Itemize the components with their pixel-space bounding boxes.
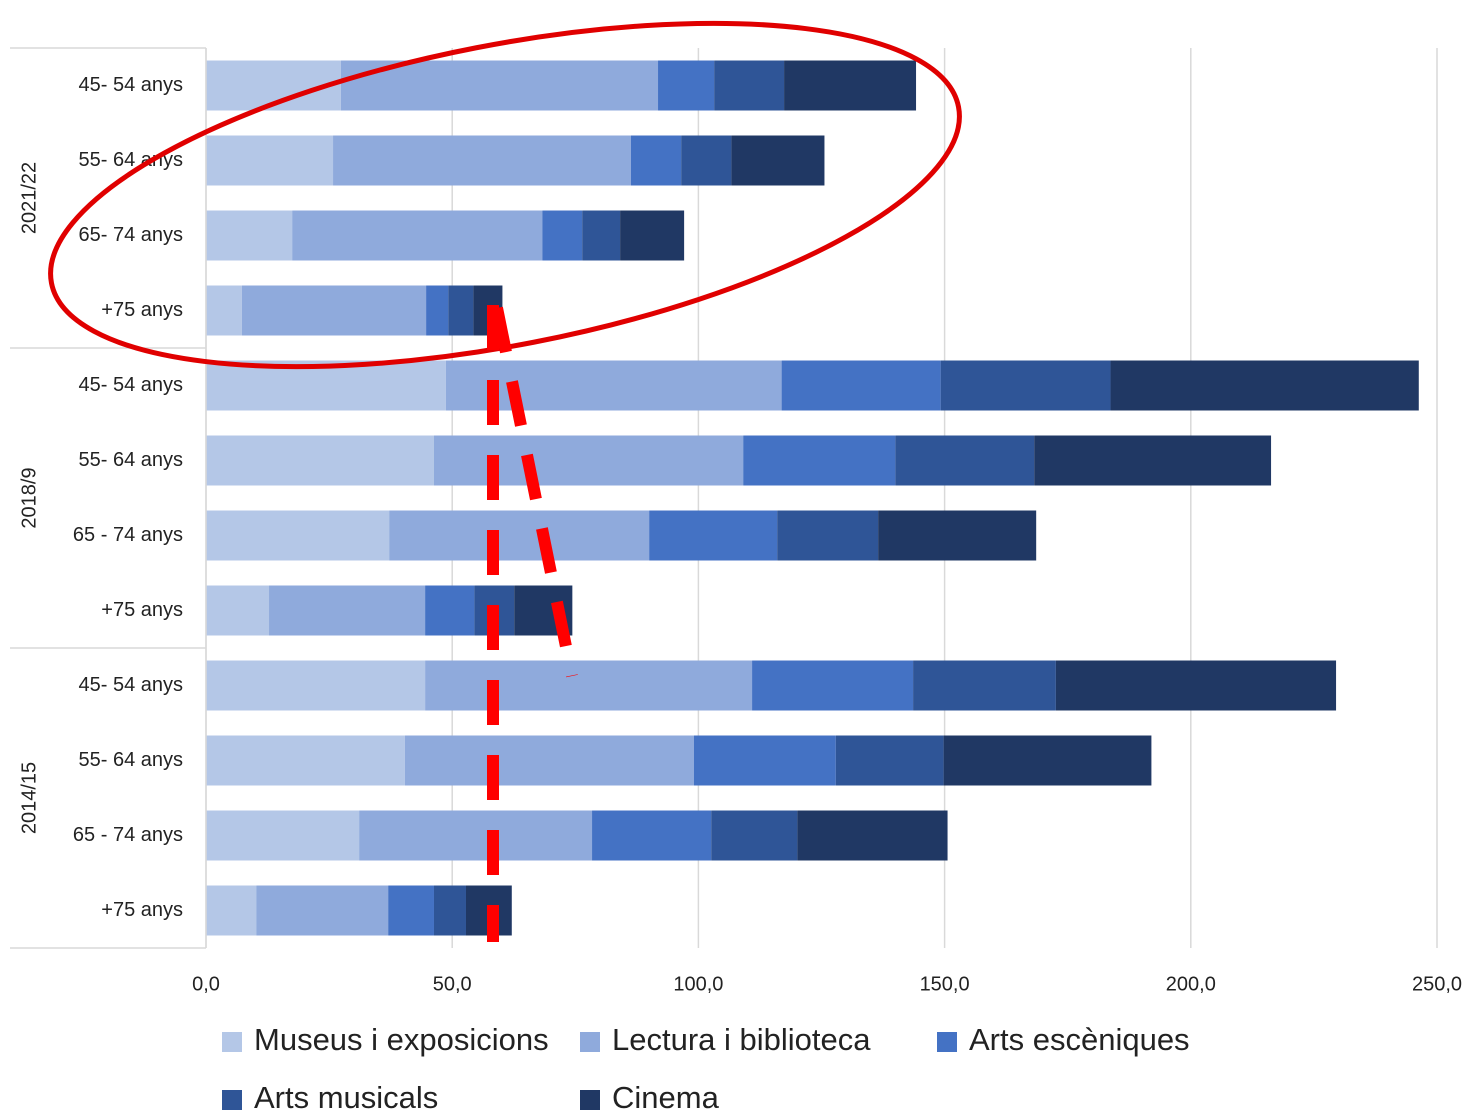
- x-tick-label: 150,0: [920, 973, 970, 995]
- bar-segment: [781, 360, 941, 411]
- y-tick-label: 45- 54 anys: [78, 374, 183, 396]
- bar-segment: [797, 810, 948, 861]
- bar-segment: [1110, 360, 1419, 411]
- y-tick-label: 55- 64 anys: [78, 449, 183, 471]
- bar-segment: [913, 660, 1056, 711]
- annotation: [48, 20, 962, 942]
- bar-segment: [433, 435, 744, 486]
- bar-segment: [714, 60, 785, 111]
- bar-segment: [389, 510, 650, 561]
- bar-segment: [269, 585, 426, 636]
- bar-segment: [206, 435, 434, 486]
- y-tick-label: 65 - 74 anys: [73, 824, 183, 846]
- legend-label: Lectura i biblioteca: [612, 1022, 871, 1057]
- bar-segment: [620, 210, 685, 261]
- bar-segment: [256, 885, 389, 936]
- bar-segment: [206, 885, 257, 936]
- bar-segment: [649, 510, 778, 561]
- group-label: 2014/15: [18, 762, 40, 834]
- x-tick-label: 50,0: [433, 973, 472, 995]
- bar-segment: [206, 360, 446, 411]
- x-tick-label: 100,0: [673, 973, 723, 995]
- bar-segment: [592, 810, 712, 861]
- bar-segment: [693, 735, 836, 786]
- y-tick-label: 45- 54 anys: [78, 74, 183, 96]
- bar-segment: [206, 210, 293, 261]
- legend: Museus i exposicions Lectura i biblioteca…: [222, 1022, 1190, 1115]
- bar-segment: [784, 60, 917, 111]
- bar-segment: [878, 510, 1037, 561]
- bar-segment: [426, 285, 449, 336]
- legend-label: Arts escèniques: [969, 1022, 1190, 1057]
- bar-segment: [943, 735, 1152, 786]
- plot-area: 0,0 50,0 100,0 150,0 200,0 250,0 2021/22 45- 54…: [10, 47, 1462, 995]
- bar-segment: [388, 885, 434, 936]
- y-tick-label: 55- 64 anys: [78, 149, 183, 171]
- y-tick-label: 55- 64 anys: [78, 749, 183, 771]
- bar-segment: [425, 585, 475, 636]
- bar-segment: [711, 810, 798, 861]
- bar-segment: [1034, 435, 1272, 486]
- group-label: 2018/9: [18, 467, 40, 528]
- legend-swatch: [222, 1032, 242, 1052]
- y-tick-label: 65 - 74 anys: [73, 524, 183, 546]
- bar-segment: [445, 360, 782, 411]
- x-tick-label: 200,0: [1166, 973, 1216, 995]
- bar-segment: [404, 735, 694, 786]
- bar-segment: [292, 210, 543, 261]
- bar-segment: [425, 660, 753, 711]
- legend-swatch: [580, 1032, 600, 1052]
- bar-segment: [359, 810, 593, 861]
- bar-segment: [940, 360, 1111, 411]
- legend-swatch: [222, 1090, 242, 1110]
- bar-segment: [1055, 660, 1337, 711]
- highlight-ellipse: [48, 20, 962, 370]
- y-tick-label: +75 anys: [101, 299, 183, 321]
- x-tick-label: 250,0: [1412, 973, 1462, 995]
- legend-label: Cinema: [612, 1080, 720, 1115]
- bar-segment: [206, 285, 242, 336]
- bar-segment: [206, 135, 334, 186]
- legend-swatch: [580, 1090, 600, 1110]
- bar-segment: [206, 660, 426, 711]
- bar-segment: [582, 210, 621, 261]
- bar-segment: [630, 135, 682, 186]
- bar-segment: [658, 60, 715, 111]
- group-label: 2021/22: [18, 162, 40, 234]
- bar-segment: [206, 585, 270, 636]
- y-tick-label: 45- 54 anys: [78, 674, 183, 696]
- bar-segment: [731, 135, 825, 186]
- bar-segment: [206, 735, 405, 786]
- x-tick-label: 0,0: [192, 973, 220, 995]
- bar-segment: [333, 135, 631, 186]
- dashed-line: [491, 306, 578, 678]
- bar-segment: [433, 885, 466, 936]
- y-tick-label: 65- 74 anys: [78, 224, 183, 246]
- bar-segment: [895, 435, 1035, 486]
- bar-segment: [681, 135, 732, 186]
- bar-segment: [743, 435, 896, 486]
- legend-label: Arts musicals: [254, 1080, 438, 1115]
- y-tick-label: +75 anys: [101, 899, 183, 921]
- bar-segment: [241, 285, 427, 336]
- bar-segment: [777, 510, 879, 561]
- bar-segment: [752, 660, 914, 711]
- bar-segment: [206, 810, 360, 861]
- y-tick-label: +75 anys: [101, 599, 183, 621]
- legend-label: Museus i exposicions: [254, 1022, 549, 1057]
- bar-segment: [835, 735, 944, 786]
- bar-segment: [448, 285, 474, 336]
- legend-swatch: [937, 1032, 957, 1052]
- bar-segment: [206, 510, 390, 561]
- bar-segment: [542, 210, 583, 261]
